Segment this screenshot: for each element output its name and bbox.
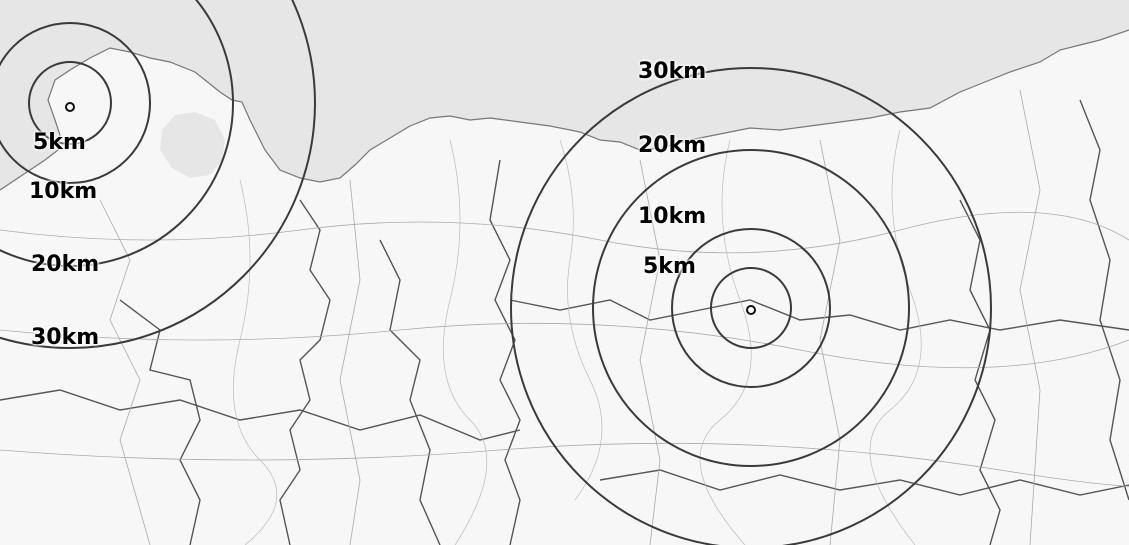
west-site-rings bbox=[0, 0, 316, 349]
site-marker-west bbox=[65, 102, 75, 112]
site-marker-east bbox=[746, 305, 756, 315]
sea-area bbox=[0, 0, 1129, 190]
ring-10km-west bbox=[0, 22, 151, 184]
ring-20km-west bbox=[0, 0, 234, 267]
ring-label-5km-east: 5km bbox=[643, 254, 696, 279]
admin-border bbox=[959, 199, 1001, 545]
ring-20km-east bbox=[592, 149, 910, 467]
ring-label-10km-west: 10km bbox=[29, 179, 98, 204]
ring-5km-east bbox=[710, 267, 792, 349]
ring-label-30km-east: 30km bbox=[638, 59, 707, 84]
admin-border bbox=[0, 389, 521, 441]
admin-border bbox=[279, 199, 331, 545]
ring-label-20km-west: 20km bbox=[31, 252, 100, 277]
road bbox=[639, 159, 661, 545]
road bbox=[819, 139, 841, 545]
river bbox=[232, 179, 278, 545]
ring-30km-west bbox=[0, 0, 316, 349]
ring-label-10km-east: 10km bbox=[638, 204, 707, 229]
river bbox=[869, 129, 922, 545]
admin-border bbox=[119, 299, 201, 545]
ring-10km-east bbox=[671, 228, 831, 388]
ring-label-30km-west: 30km bbox=[31, 325, 100, 350]
road bbox=[0, 442, 1129, 487]
river bbox=[699, 139, 752, 545]
road bbox=[0, 322, 1129, 369]
ring-label-5km-west: 5km bbox=[33, 130, 86, 155]
ring-30km-east bbox=[510, 67, 992, 545]
road bbox=[99, 199, 151, 545]
admin-border bbox=[379, 239, 441, 545]
admin-border bbox=[599, 469, 1129, 496]
road bbox=[1019, 89, 1041, 545]
ring-5km-west bbox=[28, 61, 112, 145]
ring-label-20km-east: 20km bbox=[638, 133, 707, 158]
east-site-rings bbox=[510, 67, 992, 545]
admin-border bbox=[489, 159, 521, 545]
road bbox=[339, 179, 361, 545]
river bbox=[442, 139, 488, 545]
admin-border bbox=[1079, 99, 1129, 501]
bay bbox=[160, 112, 225, 178]
river bbox=[559, 139, 603, 501]
road bbox=[0, 211, 1129, 254]
admin-border bbox=[509, 299, 1129, 331]
